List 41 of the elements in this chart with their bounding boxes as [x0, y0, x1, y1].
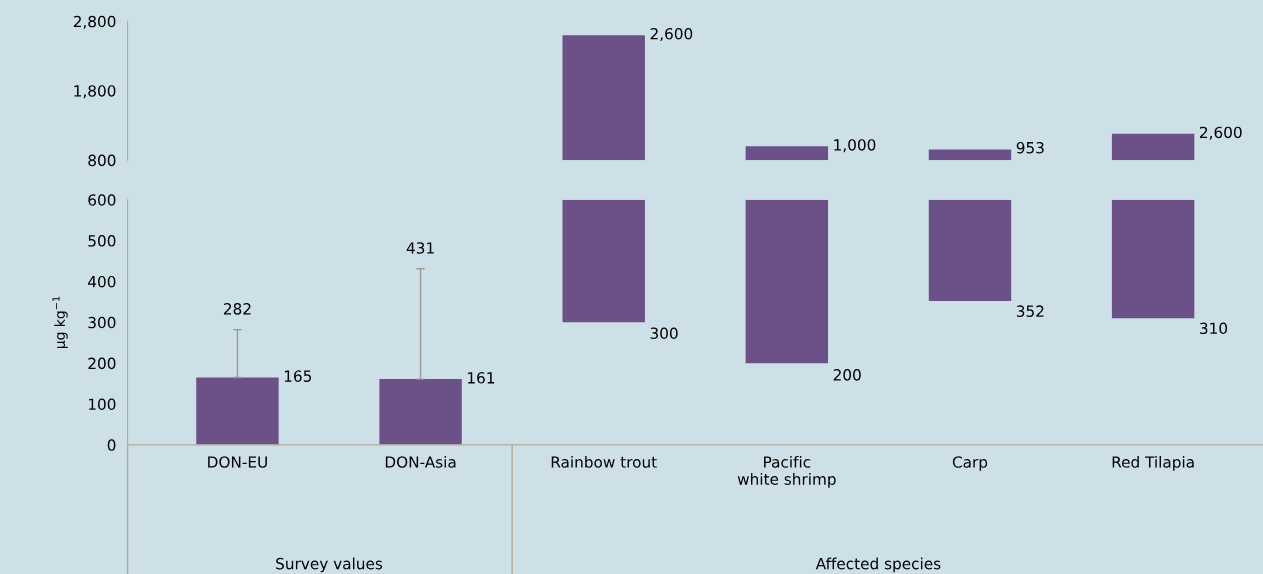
- annotation: 300: [650, 327, 678, 339]
- text: Affected species: [815, 557, 941, 573]
- x-tick-label: Carp: [952, 456, 988, 471]
- annotation: 310: [1200, 322, 1228, 335]
- y-tick-label: 200: [88, 357, 116, 370]
- annotation: 165: [284, 370, 312, 382]
- y-tick-label: 2,800: [73, 15, 116, 29]
- annotation: 352: [1016, 305, 1044, 317]
- annotation: 2,600: [1200, 126, 1242, 140]
- y-axis-title: µg kg$^{−1}$: [52, 296, 68, 349]
- annotation: 431: [406, 242, 434, 254]
- bar: [562, 199, 645, 323]
- bar: [562, 35, 645, 161]
- annotation: 161: [468, 372, 495, 384]
- text: Survey values: [276, 557, 383, 573]
- x-tick-label: DON-Asia: [385, 455, 456, 468]
- bar: [928, 199, 1012, 302]
- y-tick-label: 400: [88, 275, 116, 288]
- bar: [928, 149, 1012, 161]
- y-tick-label: 1,800: [74, 85, 116, 99]
- annotation: 200: [833, 369, 861, 381]
- y-tick-label: 0: [107, 439, 116, 451]
- y-tick-label: 600: [88, 194, 116, 206]
- y-tick-label: 500: [88, 235, 116, 247]
- bar: [745, 199, 829, 364]
- y-tick-label: 100: [88, 398, 116, 411]
- y-tick-label: 800: [88, 154, 116, 167]
- x-tick-label: Red Tilapia: [1112, 455, 1194, 471]
- annotation: 953: [1016, 141, 1044, 154]
- annotation: 2,600: [650, 28, 693, 42]
- bar: [379, 379, 462, 445]
- y-tick-label: 300: [88, 316, 116, 329]
- bar: [196, 377, 279, 445]
- x-tick-label: Rainbow trout: [551, 455, 657, 468]
- bar: [1111, 133, 1195, 161]
- annotation: 1,000: [834, 139, 876, 153]
- x-tick-label: DON-EU: [208, 456, 267, 468]
- x-tick-label: Pacific white shrimp: [737, 455, 836, 488]
- annotation: 282: [223, 303, 251, 315]
- bar: [745, 146, 829, 161]
- bar: [1111, 199, 1195, 319]
